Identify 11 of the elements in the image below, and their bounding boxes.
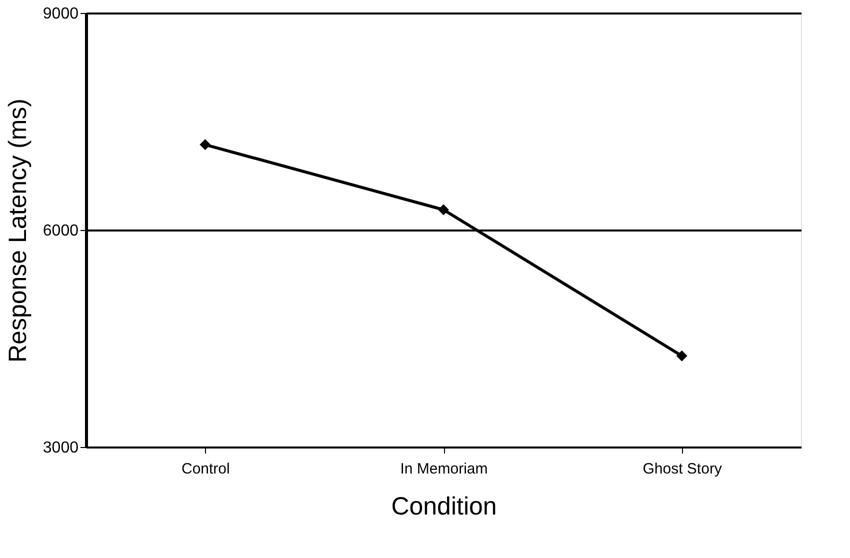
y-axis-title: Response Latency (ms) (4, 98, 32, 363)
x-tick-label: Ghost Story (642, 460, 722, 478)
point (200, 139, 211, 150)
y-tick-label: 9000 (42, 6, 79, 22)
y-tick-label: 3000 (42, 440, 79, 456)
point (676, 350, 688, 362)
x-axis-title: Condition (391, 492, 497, 520)
x-tick-label: In Memoriam (400, 460, 488, 478)
y-tick-label: 6000 (42, 222, 79, 240)
point (438, 204, 449, 216)
x-tick-label: Control (181, 460, 230, 478)
